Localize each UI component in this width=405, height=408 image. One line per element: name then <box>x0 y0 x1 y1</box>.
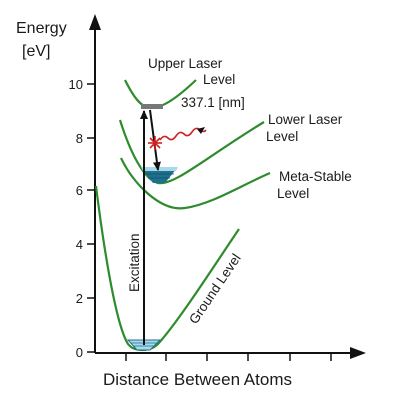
y-tick-label: 0 <box>76 345 83 360</box>
lower-level-population-pool <box>141 167 178 183</box>
y-tick-label: 6 <box>76 183 83 198</box>
y-axis-ticks <box>87 83 95 353</box>
x-axis-arrowhead <box>350 347 366 359</box>
excitation-label: Excitation <box>127 233 142 292</box>
x-axis-ticks <box>125 353 332 361</box>
y-tick-label: 8 <box>76 131 83 146</box>
y-axis-arrowhead <box>89 14 101 30</box>
lower-level-label-line2: Level <box>266 129 298 144</box>
laser-transition-arrow <box>149 109 161 171</box>
y-axis-title-line1: Energy <box>16 20 67 37</box>
upper-level-label-line2: Level <box>203 72 235 87</box>
photon-burst-icon <box>148 136 162 150</box>
x-axis-title: Distance Between Atoms <box>103 370 292 389</box>
upper-level-population <box>141 104 163 109</box>
meta-stable-curve <box>120 157 271 210</box>
ground-level-label: Ground Level <box>186 251 244 327</box>
upper-level-label-line1: Upper Laser <box>148 56 223 71</box>
y-tick-label: 4 <box>76 237 83 252</box>
lower-level-label-line1: Lower Laser <box>268 112 343 127</box>
y-tick-label: 2 <box>76 291 83 306</box>
lower-laser-curve <box>118 119 265 185</box>
meta-stable-label-line1: Meta-Stable <box>279 169 352 184</box>
meta-stable-label-line2: Level <box>277 186 309 201</box>
y-axis-title-line2: [eV] <box>22 43 50 60</box>
ground-level-curve <box>94 185 240 352</box>
y-tick-label: 10 <box>69 77 83 92</box>
photon-arrowhead <box>197 127 205 134</box>
emission-wavelength-label: 337.1 [nm] <box>181 95 245 110</box>
